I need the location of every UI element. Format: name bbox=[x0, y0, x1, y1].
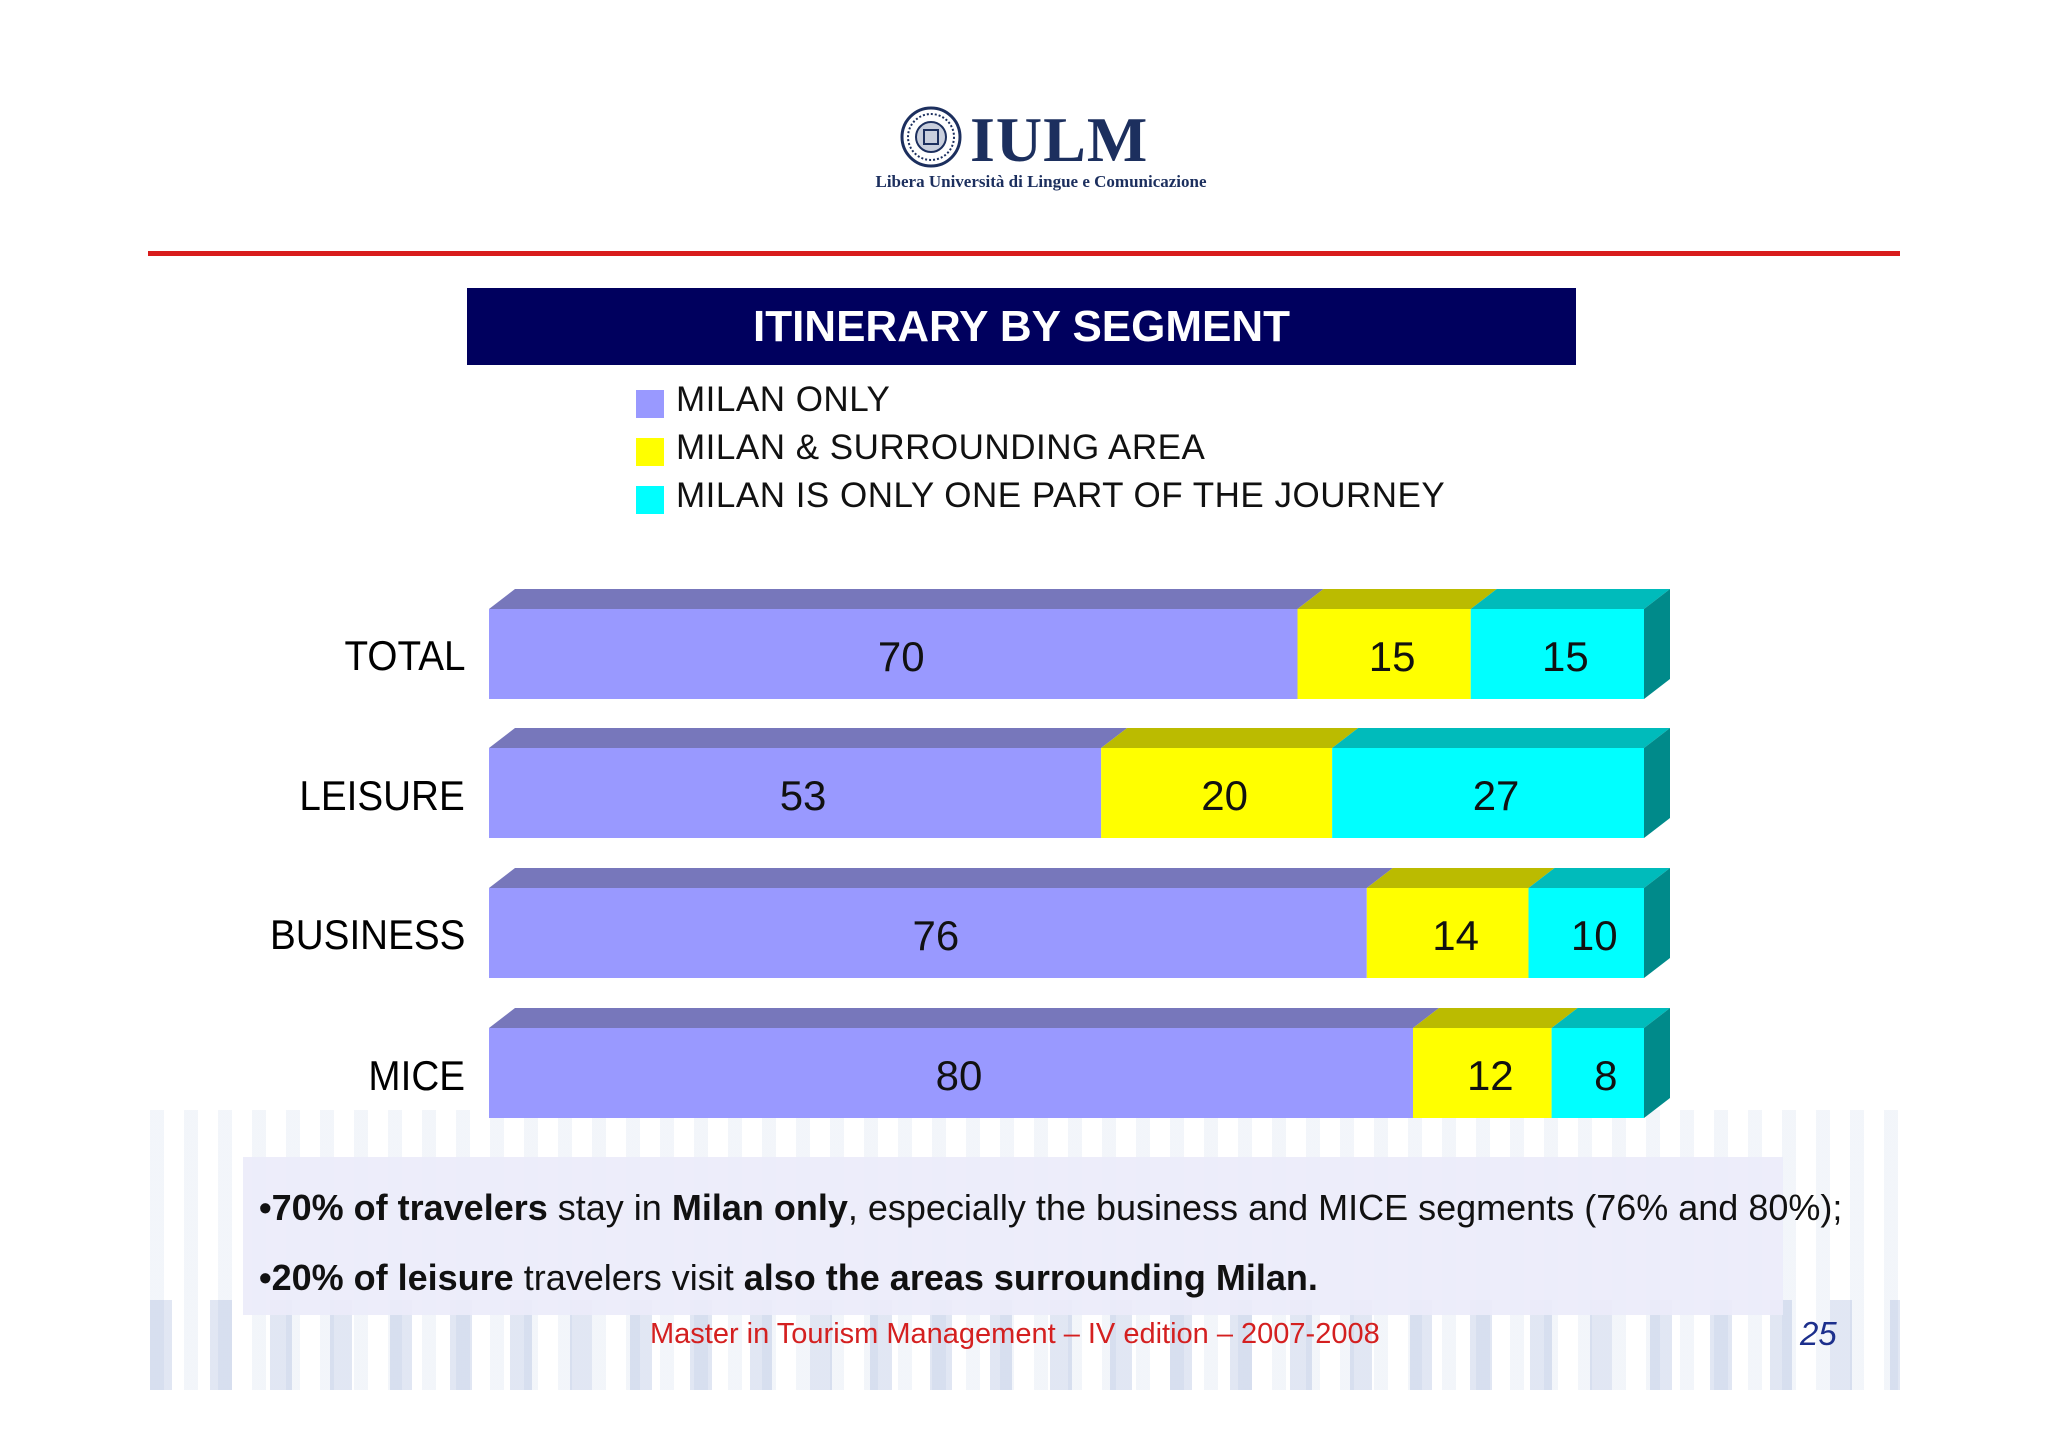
bar-top-mice-1 bbox=[1413, 1008, 1578, 1028]
data-label-leisure-1: 20 bbox=[1201, 772, 1248, 819]
bar-mice-series-2 bbox=[1551, 1028, 1644, 1118]
category-label-total: TOTAL bbox=[344, 632, 465, 679]
bar-top-total-0 bbox=[489, 589, 1324, 609]
university-seal-icon bbox=[900, 106, 962, 168]
bar-leisure-series-0 bbox=[489, 748, 1102, 838]
category-label-leisure: LEISURE bbox=[299, 772, 465, 819]
bar-top-leisure-0 bbox=[489, 728, 1128, 748]
note-line-1: •70% of travelers stay in Milan only, es… bbox=[259, 1187, 1842, 1229]
bar-total-series-1 bbox=[1297, 609, 1471, 699]
page-number: 25 bbox=[1800, 1315, 1837, 1352]
data-label-mice-0: 80 bbox=[936, 1052, 983, 1099]
bar-mice-series-1 bbox=[1413, 1028, 1552, 1118]
bar-mice-series-0 bbox=[489, 1028, 1413, 1118]
bar-side-total bbox=[1644, 589, 1670, 699]
iulm-logo: IULM Libera Università di Lingue e Comun… bbox=[860, 100, 1220, 200]
data-label-total-2: 15 bbox=[1542, 633, 1589, 680]
data-label-leisure-0: 53 bbox=[780, 772, 827, 819]
data-label-mice-1: 12 bbox=[1467, 1052, 1514, 1099]
data-label-business-2: 10 bbox=[1571, 912, 1618, 959]
bar-top-business-1 bbox=[1366, 868, 1555, 888]
note-bold: •20% of leisure bbox=[259, 1257, 514, 1298]
bar-total-series-2 bbox=[1470, 609, 1644, 699]
legend-label: MILAN & SURROUNDING AREA bbox=[676, 428, 1206, 467]
bar-business-series-2 bbox=[1528, 888, 1644, 978]
data-label-business-0: 76 bbox=[913, 912, 960, 959]
bar-top-mice-0 bbox=[489, 1008, 1439, 1028]
note-text: stay in bbox=[547, 1187, 672, 1228]
bar-side-mice bbox=[1644, 1008, 1670, 1118]
note-text: , especially the business and MICE segme… bbox=[847, 1187, 1843, 1228]
summary-notes: •70% of travelers stay in Milan only, es… bbox=[243, 1157, 1842, 1315]
legend-swatch-milan-surrounding bbox=[636, 438, 664, 466]
logo-subtitle: Libera Università di Lingue e Comunicazi… bbox=[875, 172, 1207, 191]
legend-item-milan-surrounding: MILAN & SURROUNDING AREA bbox=[636, 424, 1445, 472]
header-divider bbox=[148, 251, 1900, 256]
legend-item-one-part: MILAN IS ONLY ONE PART OF THE JOURNEY bbox=[636, 472, 1445, 520]
note-bold: •70% of travelers bbox=[259, 1187, 548, 1228]
category-label-business: BUSINESS bbox=[269, 911, 465, 958]
data-label-business-1: 14 bbox=[1432, 912, 1479, 959]
bar-top-business-2 bbox=[1528, 868, 1670, 888]
data-label-leisure-2: 27 bbox=[1473, 772, 1520, 819]
footer-text: Master in Tourism Management – IV editio… bbox=[650, 1318, 1380, 1350]
bar-total-series-0 bbox=[489, 609, 1298, 699]
note-bold: also the areas surrounding Milan. bbox=[743, 1257, 1318, 1298]
data-label-total-0: 70 bbox=[878, 633, 925, 680]
bar-top-leisure-1 bbox=[1101, 728, 1359, 748]
bar-leisure-series-2 bbox=[1332, 748, 1644, 838]
note-line-2: •20% of leisure travelers visit also the… bbox=[259, 1257, 1318, 1299]
bar-top-leisure-2 bbox=[1332, 728, 1670, 748]
note-bold: Milan only bbox=[671, 1187, 848, 1228]
bar-leisure-series-1 bbox=[1101, 748, 1333, 838]
chart-legend: MILAN ONLY MILAN & SURROUNDING AREA MILA… bbox=[636, 376, 1445, 520]
bar-top-total-2 bbox=[1470, 589, 1670, 609]
legend-item-milan-only: MILAN ONLY bbox=[636, 376, 1445, 424]
bar-top-mice-2 bbox=[1551, 1008, 1670, 1028]
bar-top-total-1 bbox=[1297, 589, 1497, 609]
legend-label: MILAN ONLY bbox=[676, 380, 891, 419]
category-label-mice: MICE bbox=[368, 1052, 465, 1099]
data-label-mice-2: 8 bbox=[1594, 1052, 1617, 1099]
bar-business-series-0 bbox=[489, 888, 1367, 978]
logo-wordmark: IULM bbox=[970, 104, 1149, 175]
legend-swatch-one-part bbox=[636, 486, 664, 514]
legend-swatch-milan-only bbox=[636, 390, 664, 418]
legend-label: MILAN IS ONLY ONE PART OF THE JOURNEY bbox=[676, 476, 1446, 515]
bar-side-leisure bbox=[1644, 728, 1670, 838]
note-text: travelers visit bbox=[513, 1257, 744, 1298]
chart-title: ITINERARY BY SEGMENT bbox=[467, 288, 1576, 365]
bar-top-business-0 bbox=[489, 868, 1393, 888]
background-building-base bbox=[150, 1300, 1900, 1390]
bar-business-series-1 bbox=[1366, 888, 1529, 978]
data-label-total-1: 15 bbox=[1369, 633, 1416, 680]
bar-side-business bbox=[1644, 868, 1670, 978]
